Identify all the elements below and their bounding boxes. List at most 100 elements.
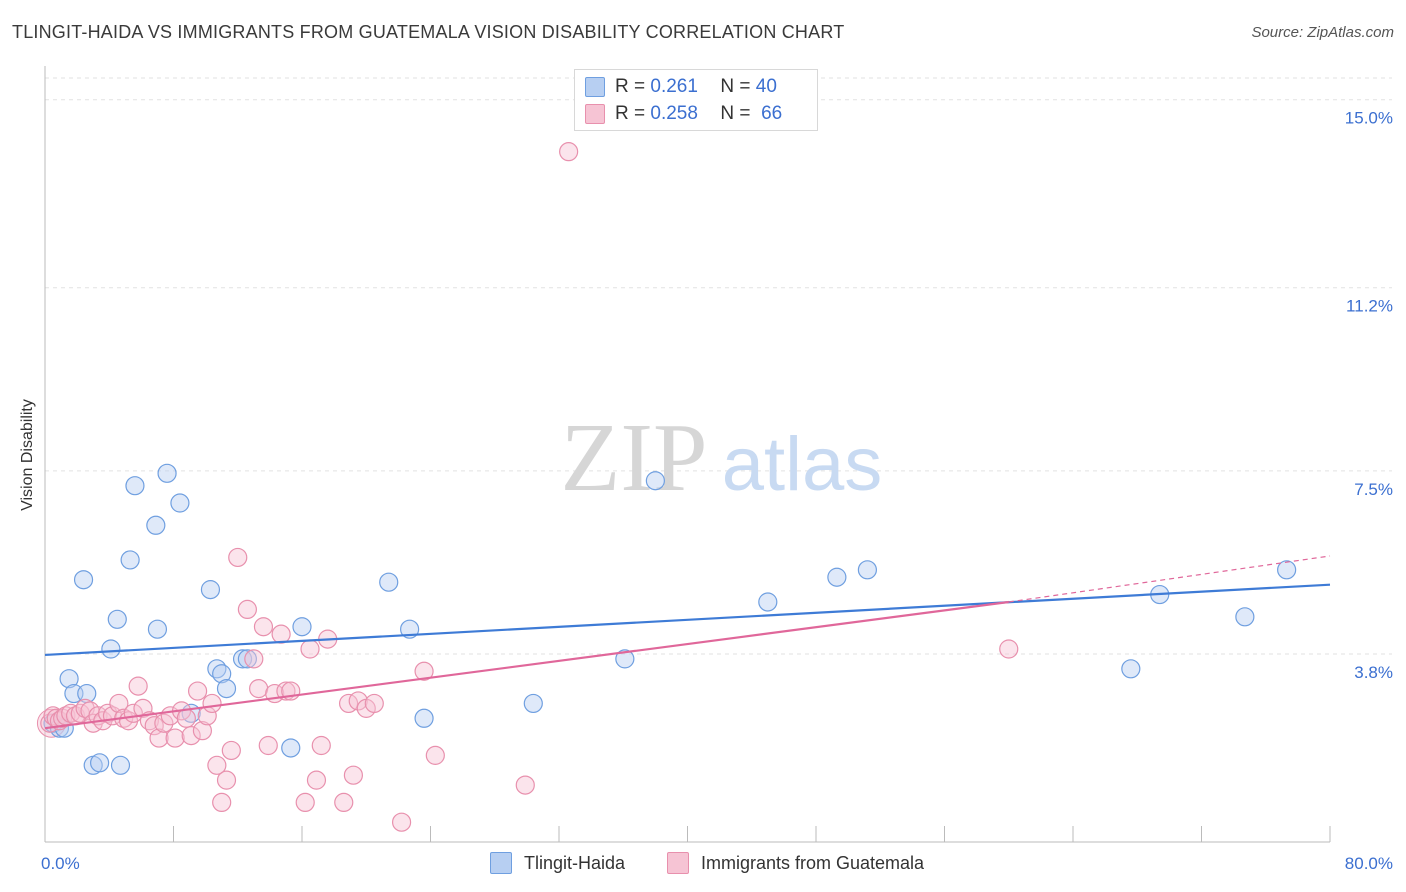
data-point-guatemala (414, 661, 434, 681)
data-point-guatemala (165, 728, 185, 748)
data-point-tlingit-haida (110, 755, 131, 775)
data-point-tlingit-haida (758, 592, 778, 612)
watermark-atlas: atlas (722, 422, 883, 507)
stats-row-tlingit-haida: R = 0.261 N = 40 (585, 76, 777, 98)
r-value: 0.261 (650, 76, 698, 97)
data-point-guatemala (295, 792, 315, 813)
data-point-tlingit-haida (232, 649, 253, 669)
r-value: 0.258 (650, 103, 698, 124)
trend-line-guatemala (44, 600, 1009, 730)
data-point-guatemala (343, 765, 363, 785)
data-point-guatemala (149, 728, 169, 748)
n-value: 66 (761, 103, 783, 124)
data-point-tlingit-haida (90, 753, 110, 773)
data-point-tlingit-haida (157, 463, 177, 483)
data-point-tlingit-haida (1121, 659, 1141, 679)
y-tick-label: 3.8% (1354, 663, 1393, 682)
data-point-guatemala (154, 713, 174, 733)
data-point-guatemala (192, 721, 213, 741)
data-point-guatemala (999, 639, 1019, 659)
legend-swatch-pink (585, 104, 605, 124)
y-tick-label: 15.0% (1345, 109, 1393, 128)
data-point-tlingit-haida (212, 664, 232, 684)
data-point-guatemala (253, 617, 274, 637)
data-point-tlingit-haida (216, 678, 237, 699)
legend-label: Immigrants from Guatemala (701, 852, 925, 873)
legend-label: Tlingit-Haida (524, 852, 626, 873)
chart-title: TLINGIT-HAIDA VS IMMIGRANTS FROM GUATEMA… (12, 22, 845, 42)
n-value: 40 (755, 76, 777, 97)
data-point-tlingit-haida (146, 515, 166, 535)
data-point-guatemala (228, 547, 248, 568)
data-point-guatemala (202, 693, 222, 714)
data-point-tlingit-haida (107, 609, 127, 629)
n-label: N = (720, 103, 751, 124)
data-point-tlingit-haida (292, 617, 312, 637)
data-point-guatemala (364, 693, 384, 714)
data-point-guatemala (244, 649, 264, 669)
data-point-guatemala (133, 698, 153, 718)
trend-line-guatemala-extension (1008, 555, 1331, 603)
data-point-tlingit-haida (523, 693, 543, 714)
x-tick-label: 80.0% (1345, 854, 1393, 873)
stats-legend: R = 0.261 N = 40 R = 0.258 N = 66 (574, 69, 818, 131)
data-point-tlingit-haida (101, 639, 121, 659)
data-point-tlingit-haida (59, 669, 79, 689)
data-point-guatemala (311, 735, 331, 756)
data-point-guatemala (216, 770, 237, 790)
data-point-guatemala (515, 775, 535, 795)
data-point-tlingit-haida (857, 560, 878, 580)
legend-item-guatemala[interactable]: Immigrants from Guatemala (667, 852, 924, 874)
grid-lines (45, 77, 1392, 655)
legend-swatch-blue (585, 77, 605, 97)
data-point-tlingit-haida (200, 580, 221, 600)
data-point-tlingit-haida (1277, 560, 1297, 580)
data-point-tlingit-haida (414, 708, 434, 728)
watermark: ZIP atlas (561, 404, 883, 512)
data-point-tlingit-haida (147, 619, 168, 639)
r-label: R = (615, 76, 646, 97)
data-point-tlingit-haida (615, 649, 635, 669)
data-point-guatemala (187, 681, 208, 701)
data-point-guatemala (128, 676, 148, 696)
data-point-tlingit-haida (645, 471, 665, 491)
legend-swatch-blue (490, 852, 512, 874)
tick-labels: 3.8% 7.5% 11.2% 15.0% 0.0% 80.0% (41, 109, 1393, 873)
data-point-guatemala (306, 770, 327, 790)
data-point-tlingit-haida (170, 493, 190, 513)
legend-item-tlingit-haida[interactable]: Tlingit-Haida (490, 852, 625, 874)
trend-lines (44, 555, 1331, 730)
data-point-tlingit-haida (125, 476, 145, 496)
data-point-tlingit-haida (1235, 607, 1255, 627)
trend-line-tlingit-haida (44, 583, 1331, 657)
data-point-tlingit-haida (73, 570, 94, 590)
data-point-guatemala (300, 639, 320, 659)
data-point-guatemala (391, 812, 412, 832)
y-tick-label: 7.5% (1354, 480, 1393, 499)
data-point-guatemala (559, 142, 579, 162)
data-point-tlingit-haida (379, 572, 399, 592)
legend-swatch-pink (667, 852, 689, 874)
r-label: R = (615, 103, 646, 124)
data-point-tlingit-haida (827, 567, 847, 587)
data-point-guatemala (176, 708, 196, 728)
data-point-tlingit-haida (281, 738, 301, 758)
data-point-guatemala (221, 740, 241, 761)
data-point-guatemala (249, 678, 269, 699)
data-point-guatemala (348, 691, 368, 711)
y-tick-label: 11.2% (1346, 297, 1393, 316)
data-point-guatemala (258, 735, 278, 756)
watermark-zip: ZIP (561, 404, 708, 512)
data-point-guatemala (212, 792, 232, 813)
data-point-guatemala (109, 693, 129, 714)
stats-row-guatemala: R = 0.258 N = 66 (585, 103, 782, 125)
data-point-tlingit-haida (120, 550, 140, 570)
n-label: N = (720, 76, 751, 97)
data-point-guatemala (237, 599, 257, 620)
data-point-guatemala (207, 755, 227, 775)
data-points (36, 142, 1297, 832)
data-point-guatemala (181, 726, 201, 746)
series-legend: Tlingit-Haida Immigrants from Guatemala (0, 852, 1406, 876)
data-point-tlingit-haida (237, 649, 257, 669)
